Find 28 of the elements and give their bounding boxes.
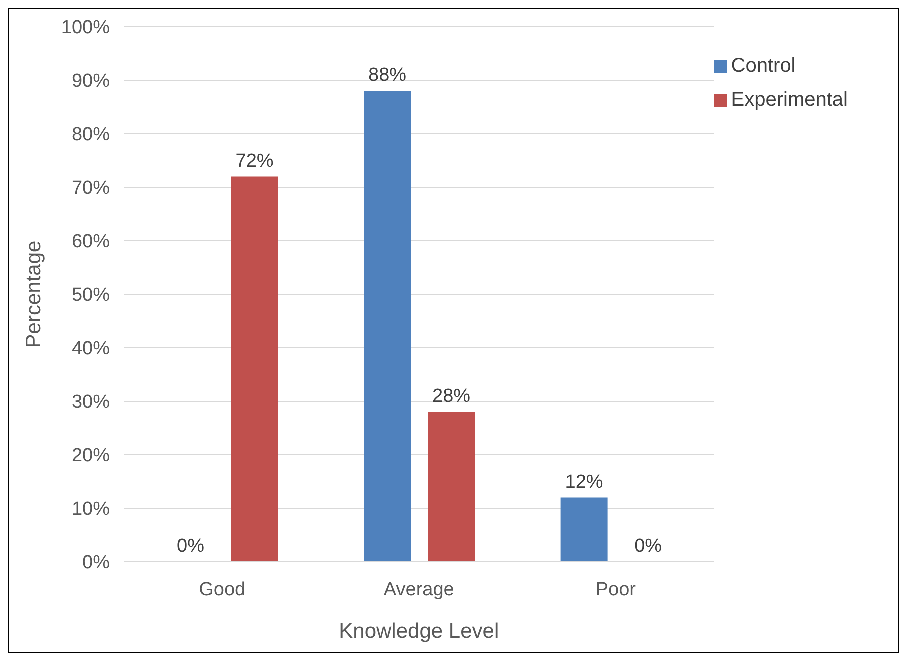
x-tick-label: Poor	[596, 579, 637, 600]
data-label: 0%	[634, 536, 662, 557]
x-tick-label: Good	[199, 579, 246, 600]
y-tick-label: 0%	[82, 552, 110, 574]
y-tick-label: 10%	[72, 499, 110, 520]
legend-label: Control	[731, 55, 796, 77]
data-label: 12%	[565, 472, 604, 493]
data-label: 72%	[236, 150, 274, 172]
y-tick-label: 20%	[72, 446, 110, 467]
y-tick-label: 90%	[72, 71, 110, 92]
data-label: 0%	[177, 536, 205, 557]
y-tick-label: 40%	[72, 338, 110, 360]
data-label: 28%	[432, 386, 471, 408]
x-tick-label: Average	[384, 579, 454, 600]
y-axis-title: Percentage	[22, 240, 46, 348]
legend-label: Experimental	[731, 89, 848, 111]
bar	[560, 498, 608, 562]
y-tick-label: 60%	[72, 232, 110, 253]
y-tick-label: 100%	[61, 18, 110, 39]
bar	[231, 176, 278, 562]
bar	[364, 91, 412, 562]
data-label: 88%	[368, 65, 407, 86]
y-tick-label: 50%	[72, 285, 110, 306]
y-tick-label: 30%	[72, 392, 110, 414]
y-tick-label: 70%	[72, 178, 110, 200]
x-axis-title: Knowledge Level	[339, 620, 500, 643]
y-tick-label: 80%	[72, 124, 110, 146]
bar	[428, 412, 476, 562]
